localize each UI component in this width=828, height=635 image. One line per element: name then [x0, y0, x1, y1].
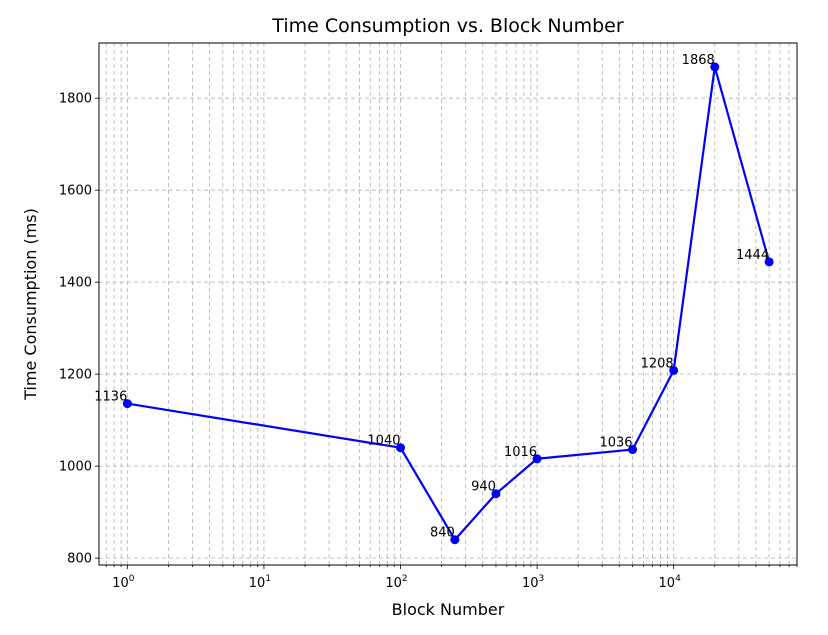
- data-point: [491, 489, 501, 499]
- data-point: [710, 62, 720, 72]
- y-tick-label: 800: [67, 552, 92, 567]
- y-axis-label: Time Consumption (ms): [21, 208, 40, 401]
- data-label: 940: [471, 480, 496, 495]
- data-point: [764, 257, 774, 267]
- data-label: 1868: [682, 53, 715, 68]
- x-axis-ticks: 100 101 102 103 104: [105, 565, 798, 591]
- x-tick-label: 100: [112, 574, 135, 591]
- y-tick-label: 1800: [59, 92, 92, 107]
- x-tick-exponent: 4: [675, 574, 681, 584]
- data-point: [532, 454, 542, 464]
- y-axis-ticks: 800 1000 1200 1400 1600 1800: [59, 92, 99, 567]
- x-tick-label: 103: [522, 574, 544, 591]
- x-tick-exponent: 2: [402, 574, 408, 584]
- data-label: 1040: [367, 434, 400, 449]
- data-point: [628, 445, 638, 455]
- x-tick-exponent: 1: [265, 574, 271, 584]
- y-tick-label: 1200: [59, 368, 92, 383]
- data-point: [669, 365, 679, 375]
- data-label: 1136: [94, 390, 127, 405]
- x-tick-exponent: 0: [129, 574, 135, 584]
- x-tick-label: 101: [249, 574, 271, 591]
- y-tick-label: 1400: [59, 276, 92, 291]
- chart-title: Time Consumption vs. Block Number: [271, 15, 624, 37]
- data-label: 840: [430, 526, 455, 541]
- y-tick-label: 1000: [59, 460, 92, 475]
- y-tick-label: 1600: [59, 184, 92, 199]
- plot-area: [99, 43, 797, 565]
- x-axis-label: Block Number: [392, 600, 505, 619]
- data-label: 1208: [641, 356, 674, 371]
- data-label: 1444: [736, 248, 769, 263]
- x-tick-label: 104: [659, 574, 682, 591]
- data-label: 1016: [504, 445, 537, 460]
- data-point: [450, 535, 460, 545]
- data-point: [122, 399, 132, 409]
- x-tick-label: 102: [385, 574, 407, 591]
- data-label: 1036: [599, 436, 632, 451]
- data-point: [396, 443, 406, 453]
- plot-border: [98, 42, 798, 566]
- series-layer: 1136 1040 840 940 1016 1036 1208 1868 1444: [94, 53, 774, 545]
- x-tick-exponent: 3: [538, 574, 544, 584]
